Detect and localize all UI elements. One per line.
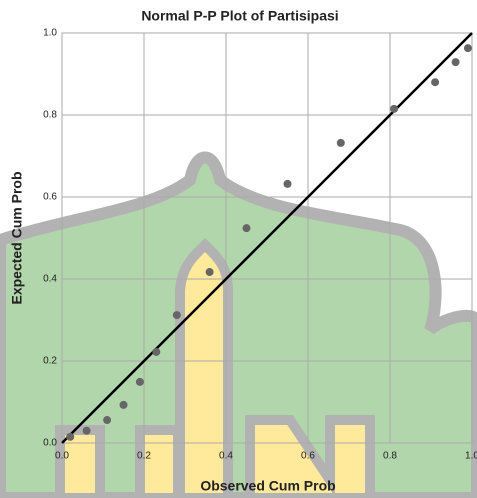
data-point <box>284 180 292 188</box>
data-point <box>103 416 111 424</box>
y-tick-label: 0.4 <box>43 274 57 285</box>
data-point <box>173 311 181 319</box>
data-point <box>390 105 398 113</box>
y-tick-label: 0.0 <box>43 438 57 449</box>
data-point <box>243 224 251 232</box>
data-point <box>452 58 460 66</box>
x-tick-label: 1.0 <box>465 451 477 462</box>
x-tick-label: 0.6 <box>301 451 315 462</box>
y-axis-label: Expected Cum Prob <box>9 171 25 304</box>
data-point <box>136 378 144 386</box>
chart: Normal P-P Plot of Partisipasi Observed … <box>0 0 477 498</box>
x-axis-label: Observed Cum Prob <box>200 478 335 494</box>
y-tick-label: 0.8 <box>43 110 57 121</box>
x-tick-label: 0.8 <box>383 451 397 462</box>
y-tick-label: 0.6 <box>43 192 57 203</box>
chart-title: Normal P-P Plot of Partisipasi <box>141 8 338 24</box>
x-tick-label: 0.2 <box>137 451 151 462</box>
y-tick-label: 0.2 <box>43 356 57 367</box>
x-tick-label: 0.4 <box>219 451 233 462</box>
x-tick-label: 0.0 <box>55 451 69 462</box>
y-tick-label: 1.0 <box>43 28 57 39</box>
data-point <box>464 44 472 52</box>
data-point <box>83 427 91 435</box>
data-point <box>206 268 214 276</box>
data-point <box>152 348 160 356</box>
watermark <box>0 158 477 498</box>
data-point <box>66 433 74 441</box>
data-point <box>337 139 345 147</box>
data-point <box>431 78 439 86</box>
data-point <box>120 401 128 409</box>
